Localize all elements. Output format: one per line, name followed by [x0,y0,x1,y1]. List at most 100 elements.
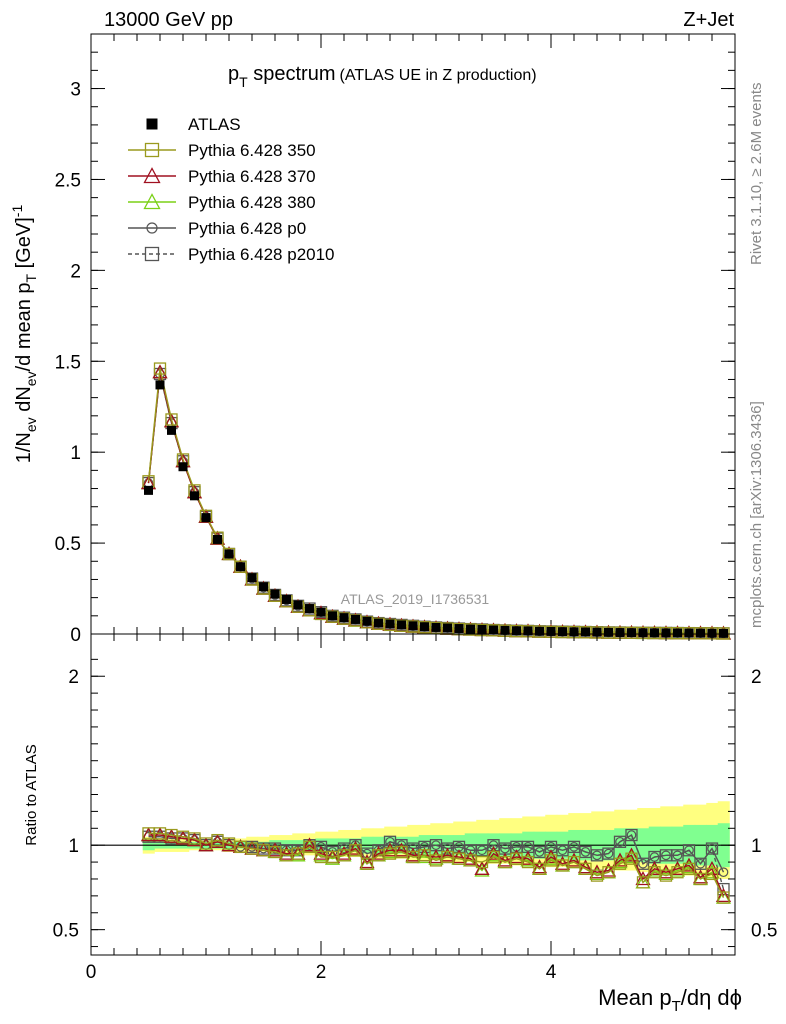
ratio-point [508,849,525,864]
ratio-x-ticks: 0 2 4 [86,634,713,983]
ratio-point [520,850,536,865]
data-point [222,547,236,561]
legend-marker [143,193,161,210]
ratio-point [638,858,648,869]
title-spectrum: spectrum [248,63,336,85]
data-point [293,600,303,610]
ratio-point [646,860,663,875]
data-point [673,628,682,638]
data-point [374,618,383,628]
data-point [523,626,533,636]
ratio-y-tick-label: 1 [68,836,79,857]
ratio-point [603,848,614,859]
data-point [717,627,730,640]
ratio-point [477,845,487,856]
data-point [489,625,498,635]
data-point [153,362,167,375]
ratio-point [569,842,579,852]
ratio-point [625,828,638,842]
ratio-point [521,855,535,869]
data-point [201,513,211,523]
data-point [247,573,257,583]
ratio-point [602,847,615,860]
data-point [604,627,613,637]
data-point [167,425,176,435]
ratio-point [718,867,729,878]
ratio-point [684,845,694,856]
data-point [466,624,475,634]
data-point [144,485,153,495]
legend-marker [144,246,160,262]
data-point [190,491,199,501]
ratio-point [682,844,696,857]
header-energy: 13000 GeV pp [104,9,233,31]
ratio-y-label: Ratio to ATLAS [23,744,40,845]
ratio-point [198,837,214,852]
legend-label: ATLAS [188,115,241,134]
ratio-point [339,843,349,854]
ratio-point [175,830,191,845]
ratio-point [140,827,157,842]
ratio-point [682,862,696,875]
data-point [236,562,245,572]
ratio-point [661,850,671,861]
ratio-point [347,840,364,855]
data-point [684,628,694,638]
ratio-point [439,847,456,862]
main-panel: 0 0.5 1 1.5 2 2.5 3 ATLAS_2019_I1736531 pT spe… [9,33,736,646]
legend-label: Pythia 6.428 p0 [188,219,306,238]
ratio-point [163,828,180,843]
legend-marker [146,222,158,234]
ratio-point [360,857,374,870]
legend-marker [146,118,158,130]
data-point [661,628,671,638]
data-point [696,628,705,638]
rivet-label: Rivet 3.1.10, ≥ 2.6M events [748,83,765,266]
ratio-point [474,860,490,875]
data-point [558,627,567,637]
ratio-point [428,849,444,864]
legend-label: Pythia 6.428 370 [188,167,316,186]
ratio-point [382,842,398,857]
ratio-point [474,862,490,877]
ratio-point [623,847,640,862]
ratio-point [396,840,407,851]
data-point [431,622,441,632]
ratio-panel: 0.5 0.5 1 1 2 2 0 2 4 Ratio to ATLAS Mean pT/dη… [23,633,777,1015]
legend-item: Pythia 6.428 370 [128,167,316,186]
ratio-point [408,843,418,854]
legend-marker [144,142,160,158]
ratio-x-tick-label: 4 [546,962,557,983]
data-point [270,589,280,599]
ratio-y-tick-label-right: 1 [751,836,762,857]
main-y-tick-label: 2.5 [55,170,81,191]
legend-label: Pythia 6.428 350 [188,141,316,160]
ratio-point [625,852,638,865]
plot-title: pT spectrum (ATLAS UE in Z production) [228,63,537,90]
ratio-x-tick-label: 0 [86,962,97,983]
main-y-tick-label: 2 [70,261,81,282]
main-y-tick-label: 3 [70,80,81,101]
legend-marker [143,167,161,184]
ratio-point [566,852,582,867]
ratio-y-ticks: 0.5 0.5 1 1 2 2 [53,658,777,948]
data-point [408,621,418,631]
data-point [627,628,636,638]
data-point [178,462,188,472]
data-point [305,604,314,614]
legend-item: ATLAS [146,115,241,134]
ratio-point [613,835,627,848]
watermark: ATLAS_2019_I1736531 [341,591,490,607]
data-point [581,627,590,637]
data-point [328,611,337,621]
data-point [546,626,556,636]
ratio-point [635,871,651,886]
ratio-series-pythia-6-428-350 [142,827,730,904]
data-point [638,628,648,638]
ratio-point [681,857,697,872]
ratio-point [626,830,637,840]
data-point [351,614,360,624]
ratio-frame [90,633,736,956]
ratio-point [290,847,306,862]
